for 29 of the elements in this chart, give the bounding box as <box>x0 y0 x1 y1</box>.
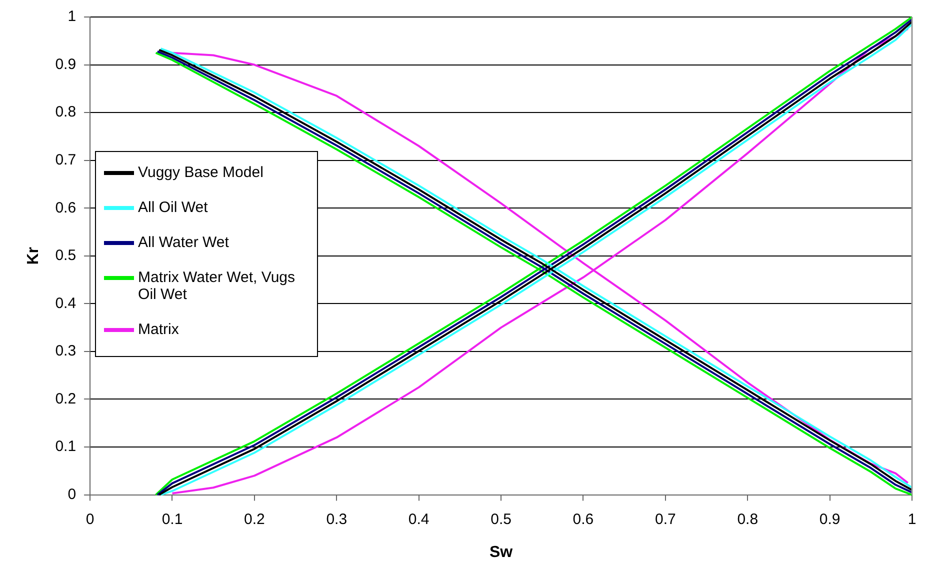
x-tick-label: 0.4 <box>408 510 430 528</box>
legend-label: Matrix Water Wet, Vugs Oil Wet <box>138 268 296 303</box>
y-tick-label: 0.6 <box>55 199 76 216</box>
y-tick-label: 0.2 <box>55 390 76 408</box>
legend-label: Vuggy Base Model <box>138 164 264 181</box>
x-tick-label: 0.7 <box>654 510 676 528</box>
legend-label: All Oil Wet <box>138 198 208 216</box>
y-tick-label: 0.5 <box>55 247 76 264</box>
y-tick-label: 0.7 <box>55 151 76 168</box>
y-axis-title: Kr <box>25 247 42 265</box>
legend-label: Matrix <box>138 320 179 338</box>
x-tick-label: 0 <box>86 510 94 528</box>
x-tick-label: 0.5 <box>490 510 512 528</box>
x-tick-label: 0.9 <box>819 510 840 528</box>
legend-label: All Water Wet <box>138 234 229 251</box>
x-axis-title: Sw <box>489 544 514 561</box>
x-tick-label: 0.1 <box>162 510 183 528</box>
y-tick-label: 0.1 <box>55 438 76 456</box>
y-tick-label: 0.4 <box>55 294 76 312</box>
x-tick-label: 0.2 <box>244 510 265 528</box>
y-tick-label: 0 <box>68 486 76 503</box>
y-tick-label: 0.8 <box>55 104 76 121</box>
x-tick-label: 0.6 <box>572 510 594 528</box>
x-tick-label: 1 <box>908 510 916 528</box>
x-tick-label: 0.8 <box>737 510 758 528</box>
y-tick-label: 0.9 <box>55 56 76 73</box>
y-tick-label: 0.3 <box>55 342 76 360</box>
x-tick-label: 0.3 <box>326 510 348 528</box>
y-tick-label: 1 <box>68 8 76 26</box>
